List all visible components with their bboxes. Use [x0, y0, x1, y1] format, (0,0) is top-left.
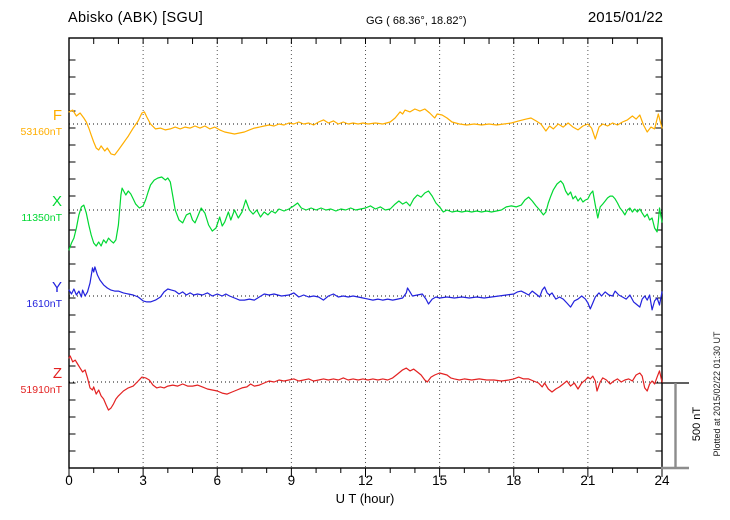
trace-X [68, 176, 663, 251]
x-tick-label-12: 12 [357, 473, 374, 488]
geographic-coordinates: GG ( 68.36°, 18.82°) [366, 15, 467, 27]
plotted-at-note: Plotted at 2015/02/22 01:30 UT [712, 331, 722, 457]
station-title: Abisko (ABK) [SGU] [68, 10, 204, 26]
component-letter-Y: Y [51, 279, 62, 296]
component-baseline-value-Y: 1610nT [26, 298, 62, 310]
x-tick-label-24: 24 [654, 473, 670, 488]
x-tick-label-0: 0 [65, 473, 73, 488]
component-letter-F: F [52, 107, 62, 124]
component-letter-X: X [51, 193, 62, 210]
scale-bar-label: 500 nT [691, 406, 703, 442]
component-label-X: X 11350nT [0, 194, 62, 224]
x-tick-label-15: 15 [432, 473, 448, 488]
component-baseline-value-X: 11350nT [21, 212, 62, 224]
component-label-Y: Y 1610nT [0, 280, 62, 310]
x-tick-label-6: 6 [213, 473, 221, 488]
component-baseline-value-F: 53160nT [20, 126, 62, 138]
x-axis-title: U T (hour) [335, 491, 395, 506]
x-tick-label-3: 3 [139, 473, 147, 488]
x-tick-label-21: 21 [580, 473, 596, 488]
plot-frame [68, 37, 663, 469]
x-tick-label-9: 9 [287, 473, 296, 488]
trace-F [68, 108, 663, 156]
component-letter-Z: Z [52, 365, 62, 382]
trace-Z [68, 355, 663, 411]
component-label-Z: Z 51910nT [0, 366, 62, 396]
component-baseline-value-Z: 51910nT [20, 384, 62, 396]
x-tick-label-18: 18 [506, 473, 522, 488]
component-label-F: F 53160nT [0, 108, 62, 138]
trace-Y [68, 266, 663, 311]
plot-date: 2015/01/22 [587, 9, 663, 26]
